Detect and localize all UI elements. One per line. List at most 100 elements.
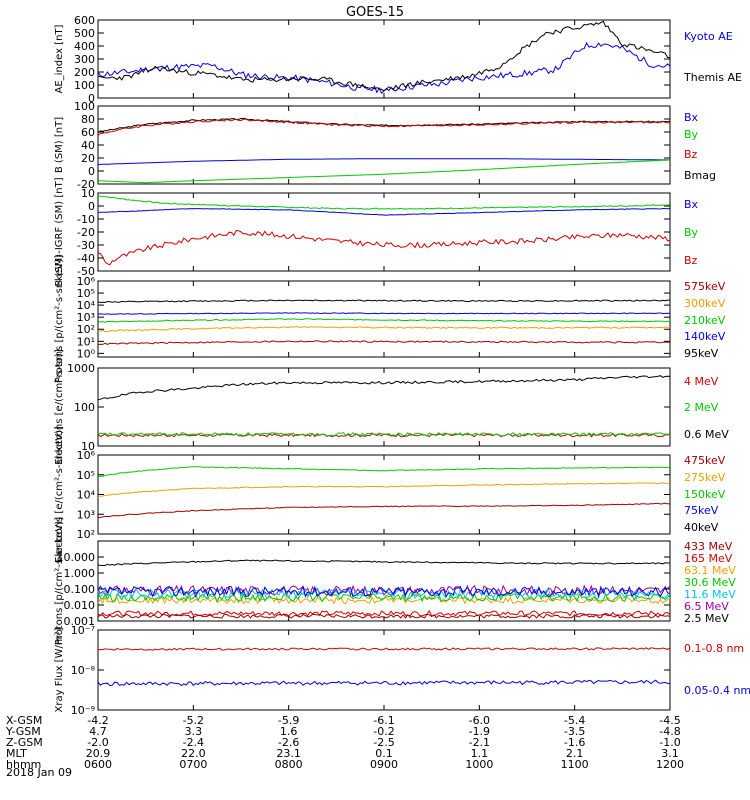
y-tick-label: 0 (88, 92, 95, 105)
series-line-2 (97, 207, 671, 216)
y-tick-label: 10⁴ (77, 489, 96, 502)
y-axis-label: Xray Flux [W/m²] (54, 627, 65, 712)
legend-entry: Themis AE (683, 71, 742, 84)
legend-entry: Bx (684, 111, 699, 124)
y-tick-label: 0.010 (64, 599, 96, 612)
ephemeris-value: 0600 (84, 758, 112, 771)
y-tick-label: 40 (81, 139, 95, 152)
panel-frame (97, 629, 671, 711)
legend-entry: 2 MeV (684, 401, 719, 414)
ephemeris-value: -5.9 (278, 714, 299, 727)
series-line-4 (97, 326, 671, 333)
y-tick-label: 80 (81, 113, 95, 126)
y-tick-label: 300 (74, 53, 95, 66)
series-line-1 (97, 195, 671, 210)
y-tick-label: 10³ (77, 311, 95, 324)
series-line-1 (97, 299, 670, 304)
y-tick-label: 200 (74, 66, 95, 79)
y-tick-label: -20 (77, 178, 95, 191)
y-tick-label: 10⁻⁹ (71, 704, 95, 717)
series-line-3 (97, 375, 671, 401)
y-tick-label: -10 (77, 213, 95, 226)
y-tick-label: 10⁰ (77, 347, 96, 360)
ephemeris-value: 0900 (370, 758, 398, 771)
ephemeris-value: 22.0 (181, 747, 206, 760)
y-tick-label: 10² (77, 528, 95, 541)
y-tick-label: 20 (81, 152, 95, 165)
ephemeris-value: -1.6 (564, 736, 585, 749)
series-line-8 (97, 584, 671, 599)
series-line-3 (97, 610, 671, 617)
ephemeris-row: MLT 20.9 22.0 23.1 0.1 1.1 2.1 3.1 (6, 747, 679, 760)
ephemeris-value: -2.4 (183, 736, 204, 749)
legend-entry: 140keV (684, 330, 726, 343)
panel-frame (97, 454, 671, 535)
ephemeris-value: -2.0 (87, 736, 108, 749)
figure-title: GOES-15 (346, 5, 404, 20)
series-line-2 (97, 20, 671, 92)
y-axis-label: B (SM)-IGRF (SM) [nT] (54, 177, 65, 286)
ephemeris-row: hhmm 0600 0700 0800 0900 1000 1100 1200 (6, 758, 684, 771)
ephemeris-value: -6.1 (373, 714, 394, 727)
y-axis-label: AE_index [nT] (54, 24, 65, 93)
series-line-1 (97, 647, 671, 651)
ephemeris-value: 1.1 (471, 747, 489, 760)
y-tick-label: -40 (77, 252, 95, 265)
series-line-3 (97, 229, 671, 266)
ephemeris-row-label: Z-GSM (6, 736, 43, 749)
y-axis-label: Electrons [e/(cm²-s-sr-keV)] (54, 426, 65, 563)
series-line-4 (98, 159, 671, 184)
ephemeris-value: 0800 (275, 758, 303, 771)
legend-entry: 275keV (684, 471, 726, 484)
y-tick-label: 10³ (77, 508, 95, 521)
y-tick-label: 10⁴ (77, 299, 96, 312)
series-line-3 (97, 502, 671, 519)
y-tick-label: 100 (74, 100, 95, 113)
legend-entry: 75keV (684, 504, 719, 517)
ephemeris-value: 1200 (656, 758, 684, 771)
ephemeris-value: 1.6 (280, 725, 298, 738)
series-line-3 (97, 318, 671, 323)
y-tick-label: 10 (81, 440, 95, 453)
ephemeris-row-label: Y-GSM (5, 725, 41, 738)
legend-entry: 6.5 MeV (684, 600, 729, 613)
legend-entry: 0.05-0.4 nm (684, 684, 750, 697)
ephemeris-value: -5.4 (564, 714, 585, 727)
ephemeris-row: Z-GSM -2.0 -2.4 -2.6 -2.5 -2.1 -1.6 -1.0 (6, 736, 681, 749)
legend-entry: 40keV (684, 521, 719, 534)
ephemeris-value: 3.3 (185, 725, 203, 738)
legend-entry: 4 MeV (684, 375, 719, 388)
y-tick-label: 10⁵ (77, 469, 95, 482)
y-tick-label: 1.000 (64, 567, 96, 580)
y-tick-label: 600 (74, 14, 95, 27)
series-line-1 (97, 559, 670, 567)
legend-entry: 475keV (684, 454, 726, 467)
legend-entry: Kyoto AE (684, 30, 733, 43)
legend-entry: 210keV (684, 314, 726, 327)
ephemeris-value: 3.1 (661, 747, 679, 760)
y-tick-label: 0 (88, 200, 95, 213)
legend-entry: 433 MeV (684, 540, 733, 553)
ephemeris-value: 1100 (561, 758, 589, 771)
series-line-2 (97, 312, 671, 315)
y-tick-label: 1000 (67, 362, 95, 375)
panel-8: 10⁻⁹ 10⁻⁸ 10⁻⁷ Xray Flux [W/m²] 0.1-0.8 nm 0.… (54, 624, 750, 717)
legend-entry: By (684, 226, 699, 239)
y-tick-label: 10⁻⁷ (71, 624, 95, 637)
panel-frame (97, 540, 671, 622)
y-tick-label: 10 (81, 187, 95, 200)
y-tick-label: 60 (81, 126, 95, 139)
ephemeris-value: -4.2 (87, 714, 108, 727)
ephemeris-value: -2.6 (278, 736, 299, 749)
y-tick-label: 0.001 (64, 615, 96, 628)
y-tick-label: 10⁵ (77, 287, 95, 300)
y-axis-label: Protons [p/(cm²-s-sr-keV)] (54, 255, 65, 383)
ephemeris-value: -4.5 (659, 714, 680, 727)
ephemeris-value: -2.1 (469, 736, 490, 749)
y-tick-label: 0.100 (64, 583, 96, 596)
y-tick-label: 100 (74, 79, 95, 92)
